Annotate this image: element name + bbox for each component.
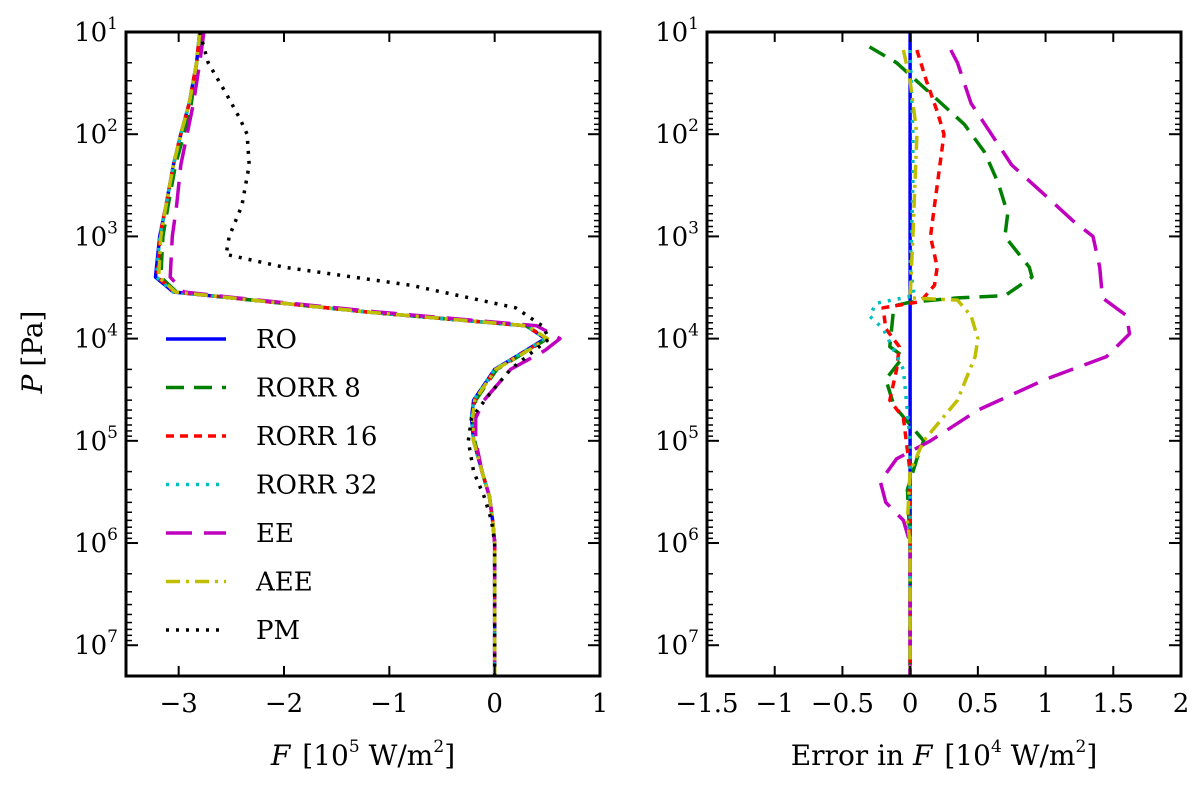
series-line-rorr-16 [155,32,549,676]
y-tick-label: 102 [74,116,118,150]
y-tick-label: 105 [655,423,699,457]
x-tick-label: −1 [370,689,408,719]
right-y-tick-labels: 101 102 103 104 105 106 107 [655,14,699,661]
series-line-ro [153,32,547,676]
y-tick-label: 101 [655,14,699,48]
legend-label: RORR 16 [256,422,377,452]
left-y-axis-label: P[Pa] [16,311,49,395]
left-x-tick-labels: −3 −2 −1 0 1 [160,689,609,719]
y-tick-label: 103 [655,218,699,252]
series-line-ee [878,49,1132,676]
legend-label: RORR 8 [256,374,361,404]
series-line-ee [168,32,562,676]
x-tick-label: −0.5 [811,689,874,719]
legend-label: RO [256,325,297,355]
right-tick-marks [706,31,1182,677]
legend: RO RORR 8 RORR 16 RORR 32 EE AEE PM [166,325,377,646]
series-line-rorr-8 [159,32,550,676]
legend-label: RORR 32 [256,471,377,501]
y-tick-label: 105 [74,423,118,457]
y-tick-label: 106 [655,525,699,559]
series-line-rorr-32 [154,32,547,676]
x-tick-label: 0 [902,689,919,719]
x-tick-label: −1.5 [675,689,738,719]
y-tick-label: 106 [74,525,118,559]
left-tick-marks [126,31,601,677]
legend-label: PM [256,616,300,646]
left-x-axis-label: F [105 W/m2] [270,737,455,772]
right-x-tick-labels: −1.5 −1 −0.5 0 0.5 1 1.5 2 [675,689,1189,719]
x-tick-label: 1 [592,689,609,719]
x-tick-label: 1.5 [1093,689,1134,719]
y-tick-label: 107 [655,627,699,661]
left-panel: 101 102 103 104 105 106 107 −3 −2 −1 0 1 P[Pa] F [1… [16,14,608,772]
x-tick-label: −1 [756,689,794,719]
series-line-aee [901,49,980,676]
x-tick-label: 0 [486,689,503,719]
series-line-aee [156,32,550,676]
legend-label: EE [256,519,294,549]
x-tick-label: −3 [160,689,198,719]
x-tick-label: 2 [1173,689,1190,719]
y-tick-label: 104 [655,321,699,355]
x-tick-label: −2 [265,689,303,719]
left-series-group [153,32,562,676]
series-line-pm [198,32,552,676]
x-tick-label: 0.5 [957,689,998,719]
y-tick-label: 103 [74,218,118,252]
right-panel: 101 102 103 104 105 106 107 −1.5 −1 −0.5 0 0.5 1 1.5… [655,14,1189,772]
series-line-rorr-32 [867,49,916,676]
right-x-axis-label: Error in F [104 W/m2] [791,737,1098,772]
right-series-group [867,32,1132,676]
y-tick-label: 104 [74,321,118,355]
left-axes-frame [124,30,602,678]
legend-label: AEE [255,568,313,598]
series-line-rorr-8 [868,45,1034,676]
left-y-tick-labels: 101 102 103 104 105 106 107 [74,14,118,661]
y-tick-label: 101 [74,14,118,48]
x-tick-label: 1 [1037,689,1054,719]
series-line-rorr-16 [881,49,946,676]
y-tick-label: 102 [655,116,699,150]
right-axes-frame [705,30,1183,678]
y-tick-label: 107 [74,627,118,661]
